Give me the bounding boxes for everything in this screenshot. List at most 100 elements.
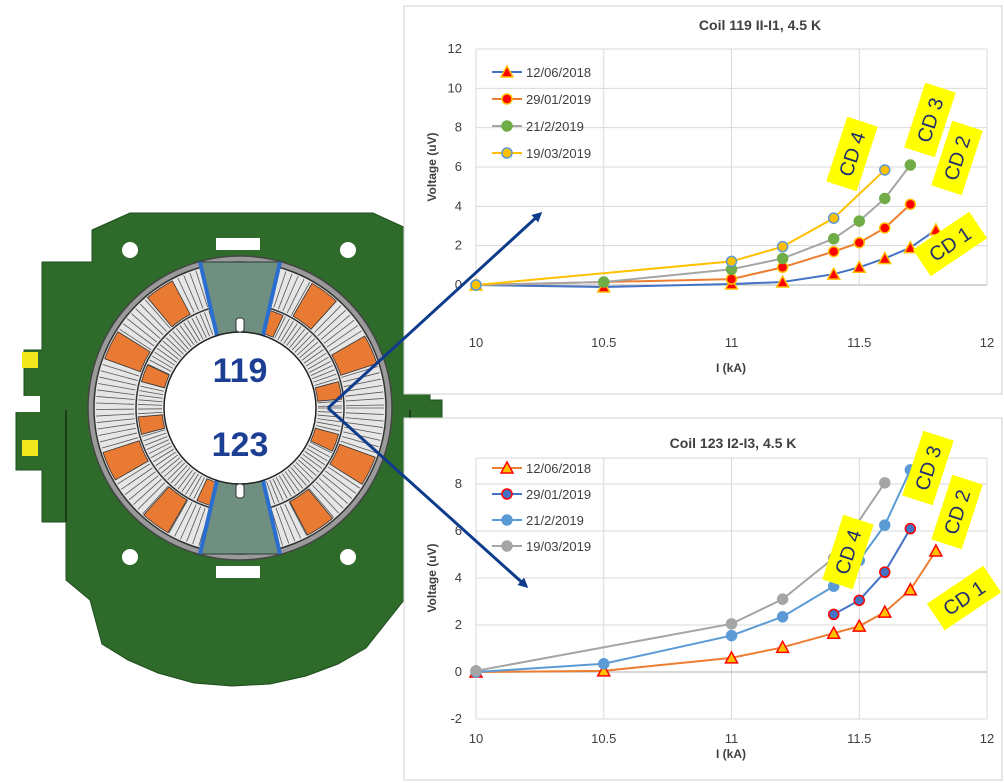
coil-turn — [138, 394, 163, 399]
chart-title: Coil 119 II-I1, 4.5 K — [699, 17, 821, 33]
data-point — [853, 594, 865, 607]
coil-wedge-inner — [140, 364, 170, 389]
coil-turn — [345, 412, 384, 415]
data-point — [725, 629, 738, 642]
y-tick-label: 4 — [455, 570, 462, 585]
chart-series-layer — [468, 159, 944, 293]
coil-wedge-outer — [102, 440, 149, 481]
coil-turn — [135, 308, 164, 336]
data-point — [724, 650, 739, 664]
coil-turn — [152, 355, 174, 369]
coil-wedge-outer — [289, 488, 334, 536]
x-tick-label: 11.5 — [847, 731, 871, 746]
coil-turn — [101, 437, 139, 449]
coil-turn — [177, 469, 193, 490]
coil-turn — [148, 442, 171, 455]
series-line — [833, 528, 912, 616]
cable-line-bottom-right — [260, 475, 282, 555]
coil-turn — [294, 335, 312, 353]
data-point — [851, 618, 867, 632]
coil-wedge-outer — [104, 331, 151, 373]
coil-turn — [308, 444, 330, 458]
coil-turn — [189, 475, 202, 497]
coil-turn — [340, 440, 377, 454]
coil-turn — [139, 390, 164, 396]
coil-turn — [179, 325, 195, 346]
coil-turn — [341, 436, 379, 448]
chart-coil-119: Coil 119 II-I1, 4.5 K 0 2 4 6 8 10 12 10 10.5 11 1… — [403, 5, 1003, 395]
x-tick-label: 10.5 — [591, 335, 616, 350]
coil-turn — [164, 460, 183, 477]
bore-key-bottom — [235, 483, 245, 499]
coil-turn — [147, 363, 170, 375]
coil-turn — [96, 418, 135, 423]
y-tick-label: -2 — [450, 711, 462, 726]
coil-turn — [301, 345, 322, 361]
coil-turn — [141, 429, 166, 437]
y-tick-label: 6 — [455, 523, 462, 538]
coil-turn — [269, 479, 280, 503]
callout-background — [904, 82, 956, 158]
coil-turn — [143, 432, 167, 442]
cable-line-top-left — [198, 261, 220, 341]
coil-turn — [291, 281, 311, 316]
data-point — [598, 658, 610, 670]
coil-turn — [96, 396, 135, 400]
data-point — [826, 266, 841, 280]
callout-box: CD 2 — [931, 120, 983, 196]
x-tick-label: 12 — [980, 731, 994, 746]
coil-turn — [155, 451, 176, 466]
coil-wedge-inner — [314, 381, 343, 402]
data-point — [853, 215, 865, 227]
coil-turn — [287, 469, 304, 489]
callout-background — [931, 120, 983, 196]
callout-background — [826, 116, 878, 192]
coil-turn — [174, 467, 191, 487]
arrow-to-top-chart — [326, 211, 543, 410]
coil-turn — [310, 365, 333, 376]
y-tick-label: 4 — [455, 198, 462, 213]
y-tick-label: 8 — [455, 476, 462, 491]
coil-turn — [286, 278, 305, 314]
coil-turn — [131, 313, 161, 339]
coil-turn — [165, 337, 184, 355]
data-point — [470, 279, 482, 291]
data-point — [928, 543, 944, 557]
coil-turn — [304, 451, 325, 466]
legend-label: 29/01/2019 — [526, 92, 591, 107]
coil-turn — [99, 376, 137, 386]
coil-turn — [312, 484, 339, 514]
coil-turn — [172, 330, 189, 350]
coil-turn — [98, 427, 137, 436]
coil-turn — [138, 404, 163, 406]
coil-turn — [183, 275, 199, 311]
data-point — [879, 477, 891, 489]
coil-turn — [153, 448, 174, 463]
coil-turn — [299, 341, 319, 358]
coil-turn — [96, 413, 135, 417]
y-tick-label: 2 — [455, 617, 462, 632]
chart-legend: 12/06/2018 29/01/2019 21/2/2019 19/03/2019 — [492, 64, 591, 161]
legend-marker — [499, 460, 515, 474]
coil-turn — [96, 402, 135, 405]
yoke-slot-top — [216, 238, 260, 250]
x-tick-label: 10 — [469, 731, 483, 746]
coil-turn — [142, 485, 169, 515]
legend-label: 12/06/2018 — [526, 65, 591, 80]
x-tick-label: 12 — [980, 335, 994, 350]
data-point — [879, 519, 891, 531]
coil-turn — [149, 359, 172, 372]
coil-turn — [317, 418, 342, 423]
legend-marker — [501, 540, 513, 552]
coil-turn — [150, 445, 173, 459]
coil-turn — [170, 465, 188, 484]
data-point — [853, 236, 865, 249]
callout-background — [912, 211, 988, 277]
coil-turn — [97, 389, 135, 396]
coil-turn — [317, 400, 342, 404]
coil-turn — [133, 478, 162, 506]
cable-line-bottom-left — [198, 475, 220, 555]
x-tick-label: 10.5 — [591, 731, 616, 746]
coil-turn — [344, 385, 383, 392]
coil-wedge-outer — [329, 443, 376, 485]
